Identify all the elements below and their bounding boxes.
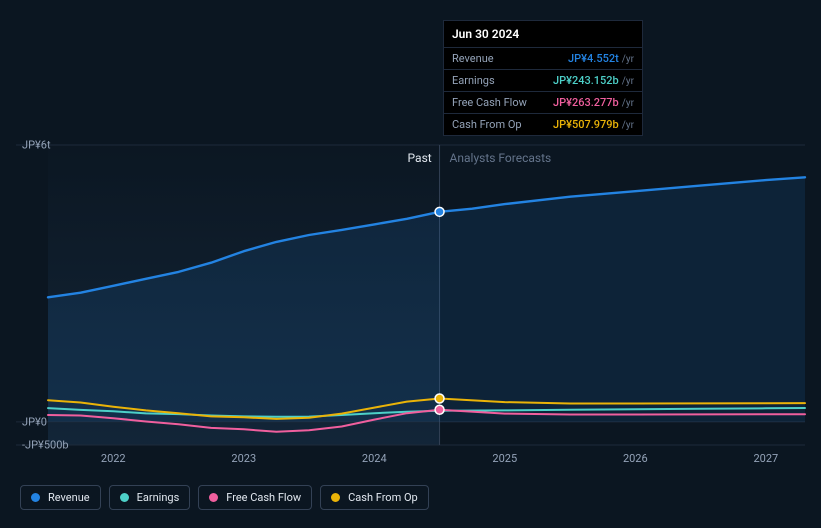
legend-dot-icon xyxy=(120,493,129,502)
x-axis-label: 2023 xyxy=(231,452,256,465)
tooltip-row: Cash From Op JP¥507.979b/yr xyxy=(444,114,642,135)
chart-tooltip: Jun 30 2024 Revenue JP¥4.552t/yr Earnings J… xyxy=(443,20,643,136)
tooltip-row: Free Cash Flow JP¥263.277b/yr xyxy=(444,92,642,114)
tooltip-unit: /yr xyxy=(622,54,634,65)
legend-dot-icon xyxy=(331,493,340,502)
legend-item-cfo[interactable]: Cash From Op xyxy=(320,485,429,510)
tooltip-key: Cash From Op xyxy=(452,118,522,131)
legend-item-revenue[interactable]: Revenue xyxy=(20,485,101,510)
chart-svg[interactable] xyxy=(0,0,821,524)
x-axis-label: 2026 xyxy=(623,452,648,465)
legend-label: Free Cash Flow xyxy=(226,491,301,504)
x-axis-label: 2024 xyxy=(362,452,387,465)
legend-item-earnings[interactable]: Earnings xyxy=(109,485,191,510)
tooltip-key: Revenue xyxy=(452,52,494,65)
legend-item-fcf[interactable]: Free Cash Flow xyxy=(198,485,312,510)
legend-label: Earnings xyxy=(137,491,180,504)
tooltip-value: JP¥507.979b xyxy=(553,118,619,131)
y-axis-label: -JP¥500b xyxy=(22,439,69,452)
section-label-forecast: Analysts Forecasts xyxy=(450,151,552,165)
legend-label: Cash From Op xyxy=(348,491,418,504)
x-axis-label: 2025 xyxy=(492,452,517,465)
tooltip-unit: /yr xyxy=(622,76,634,87)
tooltip-unit: /yr xyxy=(622,98,634,109)
tooltip-value: JP¥243.152b xyxy=(553,74,619,87)
y-axis-label: JP¥6t xyxy=(22,139,51,152)
legend-dot-icon xyxy=(209,493,218,502)
legend: Revenue Earnings Free Cash Flow Cash From O… xyxy=(20,485,429,510)
x-axis-label: 2027 xyxy=(753,452,778,465)
tooltip-value: JP¥263.277b xyxy=(553,96,619,109)
tooltip-key: Free Cash Flow xyxy=(452,96,527,109)
x-axis-label: 2022 xyxy=(101,452,126,465)
legend-dot-icon xyxy=(31,493,40,502)
tooltip-row: Earnings JP¥243.152b/yr xyxy=(444,70,642,92)
tooltip-value: JP¥4.552t xyxy=(568,52,619,65)
tooltip-row: Revenue JP¥4.552t/yr xyxy=(444,48,642,70)
legend-label: Revenue xyxy=(48,491,90,504)
tooltip-unit: /yr xyxy=(622,120,634,131)
tooltip-key: Earnings xyxy=(452,74,495,87)
financial-chart: -JP¥500b JP¥0 JP¥6t 2022 2023 2024 2025 2026 202… xyxy=(0,0,821,524)
y-axis-label: JP¥0 xyxy=(22,415,47,428)
tooltip-date: Jun 30 2024 xyxy=(444,21,642,48)
section-label-past: Past xyxy=(408,151,432,165)
